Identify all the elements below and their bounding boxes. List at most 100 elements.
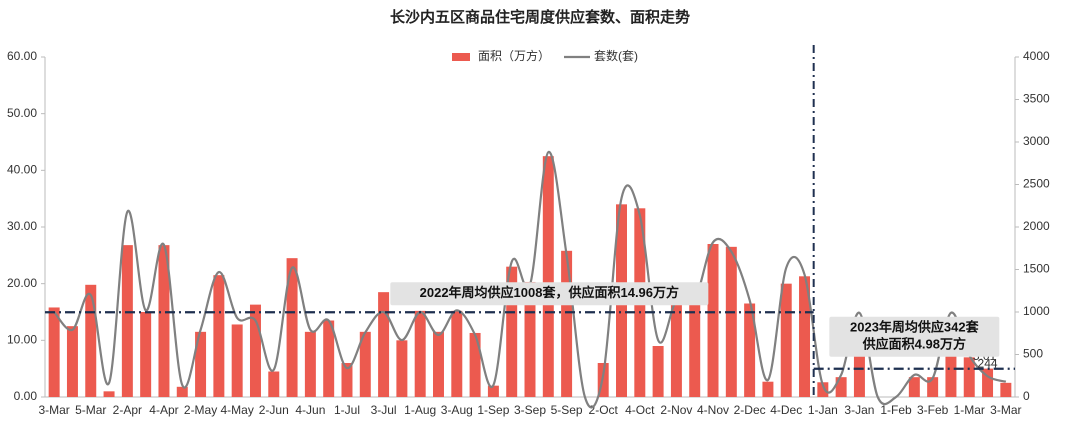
bar: [542, 156, 554, 397]
bar: [780, 283, 792, 397]
bar: [323, 320, 335, 397]
bar: [451, 310, 463, 397]
bar: [817, 382, 829, 397]
x-tick-label: 1-Aug: [404, 403, 436, 417]
bar: [799, 276, 811, 397]
annotation: 2022年周均供应1008套，供应面积14.96万方: [420, 285, 679, 300]
x-tick-label: 2-Nov: [660, 403, 692, 417]
bar: [506, 266, 518, 397]
y2-tick-label: 1000: [1023, 304, 1050, 318]
bar: [286, 258, 298, 397]
bar: [1000, 382, 1012, 397]
bar: [927, 377, 939, 397]
y2-tick-label: 500: [1023, 347, 1043, 361]
bar: [231, 324, 243, 397]
y-tick-label: 20.00: [7, 276, 37, 290]
y2-tick-label: 3000: [1023, 134, 1050, 148]
x-tick-label: 2-Apr: [113, 403, 142, 417]
bar: [670, 300, 682, 397]
bar: [158, 245, 170, 397]
y-tick-label: 50.00: [7, 106, 37, 120]
bar: [85, 284, 97, 397]
y2-tick-label: 4000: [1023, 49, 1050, 63]
x-tick-label: 1-Jul: [334, 403, 360, 417]
bar: [725, 246, 737, 397]
chart-title: 长沙内五区商品住宅周度供应套数、面积走势: [390, 8, 690, 26]
x-tick-label: 3-Jul: [371, 403, 397, 417]
bar: [176, 386, 188, 397]
x-tick-label: 1-Mar: [954, 403, 985, 417]
annotation-box: [829, 316, 1000, 357]
data-label: 244: [978, 356, 998, 370]
bar: [963, 357, 975, 397]
y2-tick-label: 3500: [1023, 92, 1050, 106]
x-tick-label: 3-Sep: [514, 403, 546, 417]
x-tick-label: 2-Oct: [589, 403, 619, 417]
bar: [268, 371, 280, 397]
x-tick-label: 4-Jun: [295, 403, 325, 417]
bar: [121, 245, 133, 397]
x-tick-label: 4-Apr: [149, 403, 178, 417]
bar: [652, 346, 664, 397]
bar: [835, 377, 847, 397]
bar: [524, 281, 536, 397]
bar: [304, 331, 316, 397]
bar: [908, 377, 920, 397]
bar: [66, 326, 78, 397]
bar: [945, 351, 957, 397]
bar: [359, 331, 371, 397]
bar: [762, 381, 774, 397]
x-tick-label: 3-Jan: [844, 403, 874, 417]
legend-label: 面积（万方）: [478, 48, 550, 63]
x-tick-label: 1-Sep: [477, 403, 509, 417]
bar: [213, 275, 225, 397]
x-tick-label: 4-Nov: [697, 403, 729, 417]
y-tick-label: 10.00: [7, 333, 37, 347]
bar: [707, 244, 719, 397]
y-tick-label: 0.00: [14, 389, 38, 403]
bar: [982, 368, 994, 397]
bar: [140, 312, 152, 397]
bar: [469, 332, 481, 397]
x-tick-label: 3-Feb: [917, 403, 949, 417]
bar: [689, 298, 701, 397]
legend-swatch: [452, 53, 470, 61]
x-tick-label: 3-Mar: [38, 403, 69, 417]
x-tick-label: 1-Jan: [808, 403, 838, 417]
x-tick-label: 2-Dec: [734, 403, 766, 417]
bar: [561, 250, 573, 397]
bar: [433, 331, 444, 397]
x-tick-label: 4-Oct: [625, 403, 655, 417]
bar: [103, 391, 115, 397]
y-tick-label: 60.00: [7, 49, 37, 63]
bar: [195, 331, 207, 397]
x-tick-label: 4-Dec: [770, 403, 802, 417]
x-tick-label: 4-May: [220, 403, 253, 417]
y-tick-label: 30.00: [7, 219, 37, 233]
annotation-box: [390, 282, 709, 306]
x-tick-label: 5-Mar: [75, 403, 106, 417]
legend-label: 套数(套): [594, 48, 638, 63]
bar: [249, 304, 261, 397]
bar: [487, 385, 499, 397]
x-tick-label: 3-Mar: [990, 403, 1021, 417]
x-tick-label: 1-Feb: [880, 403, 912, 417]
y-tick-label: 40.00: [7, 163, 37, 177]
annotation: 2023年周均供应342套: [850, 320, 980, 335]
y2-tick-label: 2000: [1023, 219, 1050, 233]
y2-tick-label: 2500: [1023, 177, 1050, 191]
bar: [396, 340, 408, 397]
bar: [48, 307, 60, 397]
bar: [744, 303, 756, 397]
x-tick-label: 5-Sep: [551, 403, 583, 417]
x-tick-label: 3-Aug: [441, 403, 473, 417]
y2-tick-label: 1500: [1023, 262, 1050, 276]
bar: [341, 363, 353, 397]
y2-tick-label: 0: [1023, 389, 1030, 403]
x-tick-label: 2-Jun: [259, 403, 289, 417]
annotation: 供应面积4.98万方: [862, 337, 966, 352]
x-tick-label: 2-May: [184, 403, 217, 417]
bar: [378, 292, 390, 397]
bar: [414, 310, 426, 397]
